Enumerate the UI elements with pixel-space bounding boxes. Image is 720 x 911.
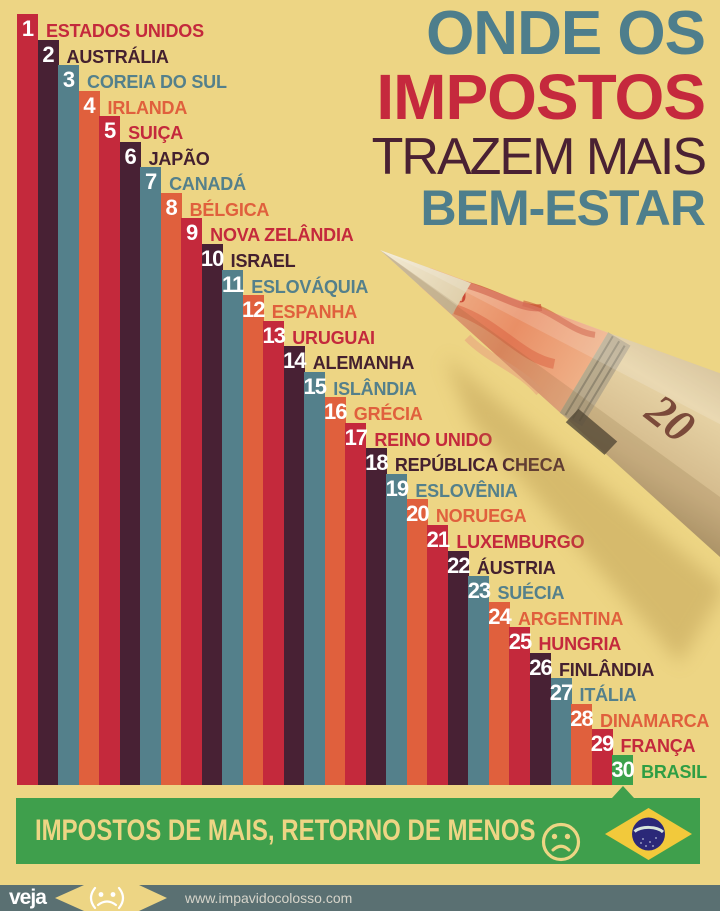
rank-number: 1 bbox=[21, 16, 34, 41]
rank-bar: 4 bbox=[78, 90, 100, 785]
country-label: COREIA DO SUL bbox=[87, 72, 227, 93]
rank-number: 9 bbox=[186, 220, 198, 246]
page-title: ONDE OS IMPOSTOS TRAZEM MAIS BEM-ESTAR bbox=[371, 0, 707, 236]
rank-number: 17 bbox=[344, 424, 368, 450]
country-label: ISLÂNDIA bbox=[333, 378, 417, 399]
rank-bar: 7 bbox=[140, 167, 162, 785]
rank-number: 5 bbox=[103, 118, 116, 144]
rank-number: 30 bbox=[611, 756, 634, 782]
country-label: NOVA ZELÂNDIA bbox=[210, 225, 354, 246]
rank-number: 15 bbox=[303, 373, 327, 399]
rank-bar: 2 bbox=[37, 39, 59, 785]
country-label: ALEMANHA bbox=[312, 353, 415, 374]
country-label: ÁUSTRIA bbox=[476, 557, 556, 578]
rank-number: 20 bbox=[406, 501, 429, 527]
country-label: FRANÇA bbox=[620, 736, 696, 757]
rank-bar: 17 bbox=[345, 422, 368, 785]
bottom-banner: IMPOSTOS DE MAIS, RETORNO DE MENOS bbox=[16, 798, 700, 864]
rank-bar: 14 bbox=[283, 346, 306, 785]
rank-bar: 6 bbox=[119, 141, 141, 785]
rank-bar: 5 bbox=[99, 116, 121, 785]
country-label: ESTADOS UNIDOS bbox=[46, 21, 204, 41]
rank-number: 26 bbox=[529, 654, 552, 680]
rank-bar: 9 bbox=[181, 218, 203, 785]
sad-face-icon bbox=[541, 822, 581, 862]
rank-bar: 11 bbox=[222, 269, 244, 785]
country-label: REPÚBLICA CHECA bbox=[394, 455, 566, 476]
rank-bar: 3 bbox=[58, 65, 80, 785]
rank-bar: 8 bbox=[160, 192, 182, 785]
title-line-3: TRAZEM MAIS bbox=[371, 128, 707, 186]
rank-bar: 12 bbox=[242, 295, 265, 785]
rank-bar: 16 bbox=[324, 397, 348, 785]
rank-bar: 10 bbox=[201, 243, 224, 785]
brazil-flag-icon bbox=[605, 808, 692, 860]
brasil-pointer-triangle bbox=[612, 786, 634, 798]
country-label: DINAMARCA bbox=[600, 710, 710, 731]
rank-number: 23 bbox=[467, 578, 491, 604]
rank-bar: 24 bbox=[488, 601, 512, 785]
rank-bar: 13 bbox=[262, 320, 286, 785]
country-label: ESLOVÁQUIA bbox=[251, 276, 369, 297]
rank-number: 6 bbox=[124, 143, 136, 169]
rank-number: 28 bbox=[570, 705, 593, 731]
rank-bar: 15 bbox=[304, 371, 327, 785]
rank-number: 8 bbox=[165, 194, 178, 220]
country-label: ESLOVÊNIA bbox=[415, 480, 518, 501]
rank-number: 3 bbox=[62, 67, 75, 93]
rank-number: 19 bbox=[385, 475, 409, 501]
rank-bar: 27 bbox=[550, 678, 573, 785]
title-line-1: ONDE OS bbox=[426, 0, 706, 68]
veja-logo: veja bbox=[9, 886, 47, 909]
rank-number: 10 bbox=[200, 245, 224, 271]
rank-number: 22 bbox=[447, 552, 470, 578]
rank-number: 2 bbox=[42, 41, 54, 67]
site-url: www.impavidocolosso.com bbox=[185, 890, 353, 906]
rank-bar: 29 bbox=[591, 729, 614, 785]
rank-number: 21 bbox=[426, 527, 450, 552]
country-label: ISRAEL bbox=[230, 250, 296, 271]
country-label: JAPÃO bbox=[148, 148, 210, 169]
country-label: FINLÂNDIA bbox=[559, 659, 655, 680]
rank-number: 18 bbox=[365, 450, 388, 476]
country-label: URUGUAI bbox=[292, 327, 375, 348]
country-label: ESPANHA bbox=[271, 302, 357, 323]
country-label: BRASIL bbox=[641, 761, 707, 782]
title-line-2: IMPOSTOS bbox=[376, 61, 706, 133]
country-label: HUNGRIA bbox=[538, 634, 622, 655]
country-label: ITÁLIA bbox=[579, 685, 637, 706]
country-label: ARGENTINA bbox=[517, 608, 624, 629]
rank-number: 24 bbox=[488, 603, 511, 629]
country-label: SUIÇA bbox=[128, 123, 184, 144]
rank-number: 14 bbox=[283, 348, 306, 374]
country-label: SUÉCIA bbox=[497, 583, 565, 604]
rank-number: 4 bbox=[83, 92, 95, 118]
country-label: BÉLGICA bbox=[189, 199, 270, 220]
country-label: GRÉCIA bbox=[353, 404, 423, 425]
rank-number: 29 bbox=[590, 731, 614, 757]
country-label: AUSTRÁLIA bbox=[66, 46, 169, 67]
rank-number: 7 bbox=[144, 169, 157, 195]
country-label: REINO UNIDO bbox=[374, 429, 493, 450]
rank-number: 11 bbox=[222, 271, 244, 297]
sad-face-ribbon-icon bbox=[55, 885, 167, 911]
rank-number: 12 bbox=[241, 297, 265, 323]
country-label: CANADÁ bbox=[169, 174, 246, 195]
title-line-4: BEM-ESTAR bbox=[420, 180, 706, 236]
rank-bar: 26 bbox=[529, 652, 553, 785]
country-label: LUXEMBURGO bbox=[456, 532, 585, 552]
rank-number: 16 bbox=[324, 399, 347, 425]
rank-number: 13 bbox=[262, 322, 285, 348]
rank-bar: 1 bbox=[17, 14, 38, 785]
rank-bar: 25 bbox=[509, 627, 532, 785]
rank-number: 25 bbox=[508, 629, 532, 655]
footer-bar: veja www.impavidocolosso.com bbox=[0, 885, 720, 911]
rank-bar: 30 bbox=[611, 754, 635, 785]
rank-bar: 28 bbox=[570, 703, 594, 785]
rank-number: 27 bbox=[549, 680, 573, 706]
country-label: NORUEGA bbox=[435, 506, 527, 527]
banner-text: IMPOSTOS DE MAIS, RETORNO DE MENOS bbox=[35, 814, 536, 847]
country-label: IRLANDA bbox=[107, 97, 188, 118]
